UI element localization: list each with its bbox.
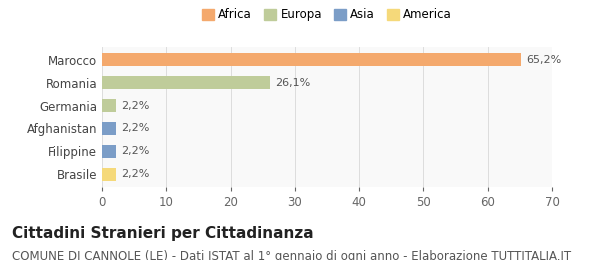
Text: 26,1%: 26,1% [275, 77, 310, 88]
Text: 2,2%: 2,2% [121, 170, 149, 179]
Bar [102, 76, 270, 89]
Bar [102, 145, 116, 158]
Bar [102, 168, 116, 181]
Text: 65,2%: 65,2% [526, 55, 562, 64]
Bar [102, 122, 116, 135]
Text: 2,2%: 2,2% [121, 101, 149, 110]
Bar [102, 99, 116, 112]
Legend: Africa, Europa, Asia, America: Africa, Europa, Asia, America [197, 4, 457, 26]
Text: COMUNE DI CANNOLE (LE) - Dati ISTAT al 1° gennaio di ogni anno - Elaborazione TU: COMUNE DI CANNOLE (LE) - Dati ISTAT al 1… [12, 250, 571, 260]
Text: 2,2%: 2,2% [121, 146, 149, 157]
Bar [102, 53, 521, 66]
Text: 2,2%: 2,2% [121, 124, 149, 133]
Text: Cittadini Stranieri per Cittadinanza: Cittadini Stranieri per Cittadinanza [12, 226, 314, 241]
